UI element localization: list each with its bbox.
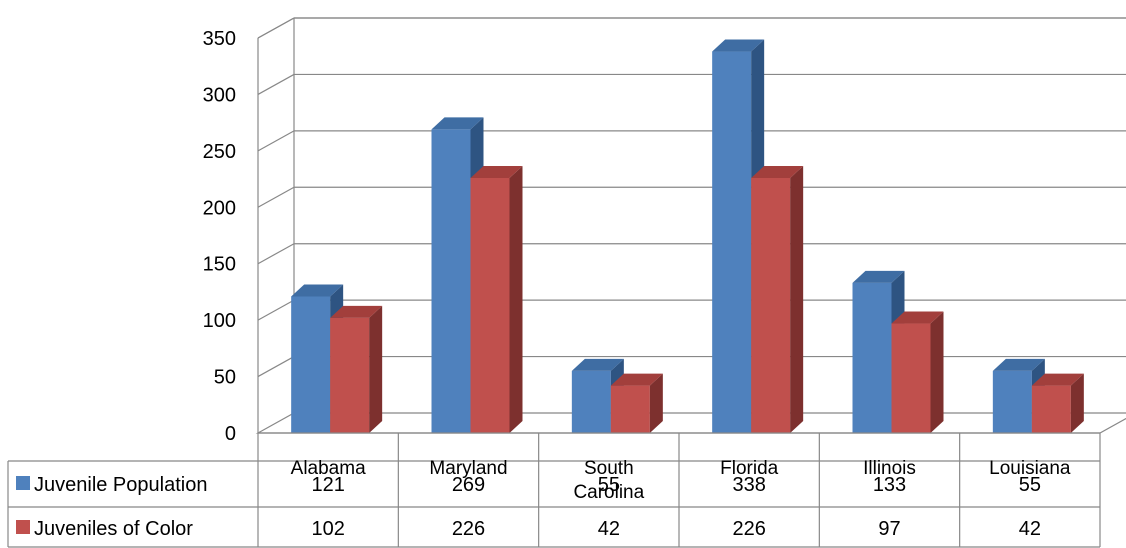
bars: [291, 39, 1084, 434]
gridline-side: [257, 243, 295, 265]
y-axis-ticks: 0 50 100 150 200 250 300 350: [203, 28, 236, 445]
category-label: South: [584, 458, 634, 479]
bar-side: [509, 165, 523, 433]
bar-top: [891, 311, 944, 324]
category-label: Illinois: [863, 458, 916, 479]
bar: [330, 305, 383, 433]
bar-front: [891, 323, 931, 433]
gridline-side: [257, 130, 295, 152]
bar-front: [291, 296, 331, 433]
category-label: Carolina: [573, 482, 644, 503]
bar-front: [1031, 385, 1071, 433]
bar-side: [930, 311, 944, 433]
y-tick-label: 0: [225, 423, 236, 445]
category-label: Maryland: [429, 458, 507, 479]
data-value-label: 102: [311, 518, 344, 540]
bar-top: [571, 358, 624, 371]
bar-side: [1070, 373, 1084, 433]
bar: [891, 311, 944, 433]
bar: [610, 373, 663, 433]
bar-top: [470, 165, 523, 178]
bar-top: [291, 284, 344, 297]
bar-top: [431, 117, 484, 130]
bar: [751, 165, 804, 433]
bar-side: [369, 305, 383, 433]
bar-front: [610, 385, 650, 433]
gridline-side: [257, 299, 295, 321]
bar-front: [571, 370, 611, 433]
bar-front: [470, 177, 510, 433]
data-value-label: 226: [452, 518, 485, 540]
bar-side: [649, 373, 663, 433]
category-label: Alabama: [291, 458, 366, 479]
legend-swatch: [16, 476, 30, 490]
bar-top: [992, 358, 1045, 371]
data-value-label: 338: [732, 474, 765, 496]
bar-front: [712, 51, 752, 434]
bar-front: [330, 317, 370, 433]
legend-label: Juveniles of Color: [34, 518, 193, 540]
bar-front: [852, 282, 892, 433]
bar-front: [751, 177, 791, 433]
bar-top: [852, 270, 905, 283]
bar-side: [790, 165, 804, 433]
bar: [1031, 373, 1084, 433]
bar-top: [610, 373, 663, 386]
bar-front: [992, 370, 1032, 433]
legend-label: Juvenile Population: [34, 474, 207, 496]
bar-top: [751, 165, 804, 178]
data-value-label: 42: [598, 518, 620, 540]
y-tick-label: 250: [203, 141, 236, 163]
data-value-label: 121: [311, 474, 344, 496]
gridline-side: [257, 17, 295, 39]
bar-front: [431, 129, 471, 433]
y-tick-label: 100: [203, 310, 236, 332]
gridline-side: [257, 356, 295, 378]
y-tick-label: 350: [203, 28, 236, 50]
legend-swatch: [16, 520, 30, 534]
data-table: Alabama Maryland South Carolina Florida Illin…: [7, 432, 1101, 548]
y-tick-label: 150: [203, 254, 236, 276]
data-value-label: 55: [1019, 474, 1041, 496]
bar-top: [712, 39, 765, 52]
bar-top: [1031, 373, 1084, 386]
category-label: Louisiana: [989, 458, 1071, 479]
data-value-label: 97: [878, 518, 900, 540]
gridline-side: [257, 186, 295, 208]
data-value-label: 269: [452, 474, 485, 496]
category-label: Florida: [720, 458, 779, 479]
data-value-label: 226: [732, 518, 765, 540]
bar: [712, 39, 765, 434]
gridline-side: [257, 73, 295, 95]
y-tick-label: 300: [203, 84, 236, 106]
data-value-label: 42: [1019, 518, 1041, 540]
data-value-label: 133: [873, 474, 906, 496]
y-tick-label: 50: [214, 367, 236, 389]
gridlines: [257, 17, 1126, 378]
data-value-label: 55: [598, 474, 620, 496]
bar: [470, 165, 523, 433]
y-tick-label: 200: [203, 197, 236, 219]
bar-top: [330, 305, 383, 318]
